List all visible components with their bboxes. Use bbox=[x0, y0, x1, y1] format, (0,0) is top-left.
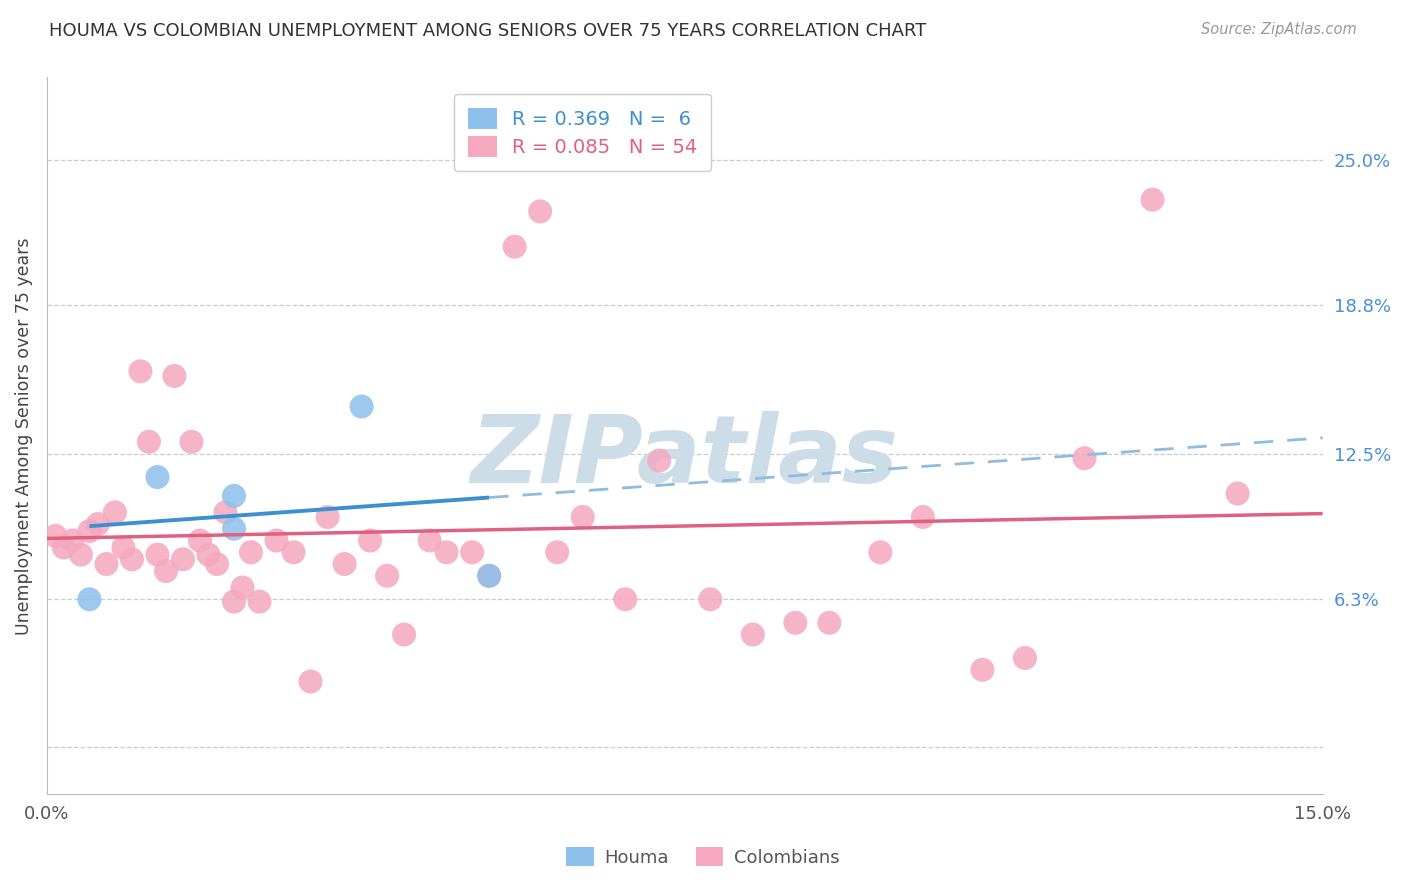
Point bbox=[699, 592, 721, 607]
Point bbox=[461, 545, 484, 559]
Legend: Houma, Colombians: Houma, Colombians bbox=[560, 840, 846, 874]
Point bbox=[52, 541, 75, 555]
Point bbox=[299, 674, 322, 689]
Point bbox=[104, 505, 127, 519]
Point bbox=[316, 510, 339, 524]
Point bbox=[112, 541, 135, 555]
Text: HOUMA VS COLOMBIAN UNEMPLOYMENT AMONG SENIORS OVER 75 YEARS CORRELATION CHART: HOUMA VS COLOMBIAN UNEMPLOYMENT AMONG SE… bbox=[49, 22, 927, 40]
Point bbox=[188, 533, 211, 548]
Point bbox=[240, 545, 263, 559]
Point bbox=[478, 568, 501, 582]
Point bbox=[222, 522, 245, 536]
Point bbox=[648, 453, 671, 467]
Point bbox=[911, 510, 934, 524]
Point bbox=[546, 545, 568, 559]
Point bbox=[266, 533, 288, 548]
Legend: R = 0.369   N =  6, R = 0.085   N = 54: R = 0.369 N = 6, R = 0.085 N = 54 bbox=[454, 95, 711, 170]
Point bbox=[359, 533, 381, 548]
Point bbox=[222, 594, 245, 608]
Point bbox=[785, 615, 807, 630]
Point bbox=[249, 594, 271, 608]
Point bbox=[60, 533, 83, 548]
Point bbox=[163, 368, 186, 383]
Point bbox=[614, 592, 637, 607]
Point bbox=[972, 663, 994, 677]
Point bbox=[87, 517, 110, 532]
Point bbox=[79, 524, 101, 538]
Point bbox=[283, 545, 305, 559]
Point bbox=[138, 434, 160, 449]
Point bbox=[436, 545, 458, 559]
Point bbox=[79, 592, 101, 607]
Point bbox=[44, 529, 66, 543]
Point bbox=[419, 533, 441, 548]
Point bbox=[1014, 651, 1036, 665]
Point bbox=[214, 505, 236, 519]
Point bbox=[333, 557, 356, 571]
Point bbox=[503, 240, 526, 254]
Point bbox=[231, 581, 253, 595]
Point bbox=[155, 564, 177, 578]
Point bbox=[129, 364, 152, 378]
Point bbox=[1142, 193, 1164, 207]
Point bbox=[478, 568, 501, 582]
Point bbox=[1226, 486, 1249, 500]
Point bbox=[197, 548, 219, 562]
Point bbox=[121, 552, 143, 566]
Point bbox=[818, 615, 841, 630]
Point bbox=[146, 548, 169, 562]
Point bbox=[172, 552, 194, 566]
Point bbox=[571, 510, 593, 524]
Point bbox=[741, 627, 763, 641]
Text: Source: ZipAtlas.com: Source: ZipAtlas.com bbox=[1201, 22, 1357, 37]
Point bbox=[529, 204, 551, 219]
Point bbox=[70, 548, 93, 562]
Point bbox=[350, 400, 373, 414]
Point bbox=[146, 470, 169, 484]
Point bbox=[869, 545, 891, 559]
Point bbox=[222, 489, 245, 503]
Text: ZIPatlas: ZIPatlas bbox=[471, 411, 898, 503]
Point bbox=[392, 627, 415, 641]
Point bbox=[375, 568, 398, 582]
Point bbox=[96, 557, 118, 571]
Y-axis label: Unemployment Among Seniors over 75 years: Unemployment Among Seniors over 75 years bbox=[15, 237, 32, 634]
Point bbox=[1073, 451, 1095, 466]
Point bbox=[205, 557, 228, 571]
Point bbox=[180, 434, 202, 449]
